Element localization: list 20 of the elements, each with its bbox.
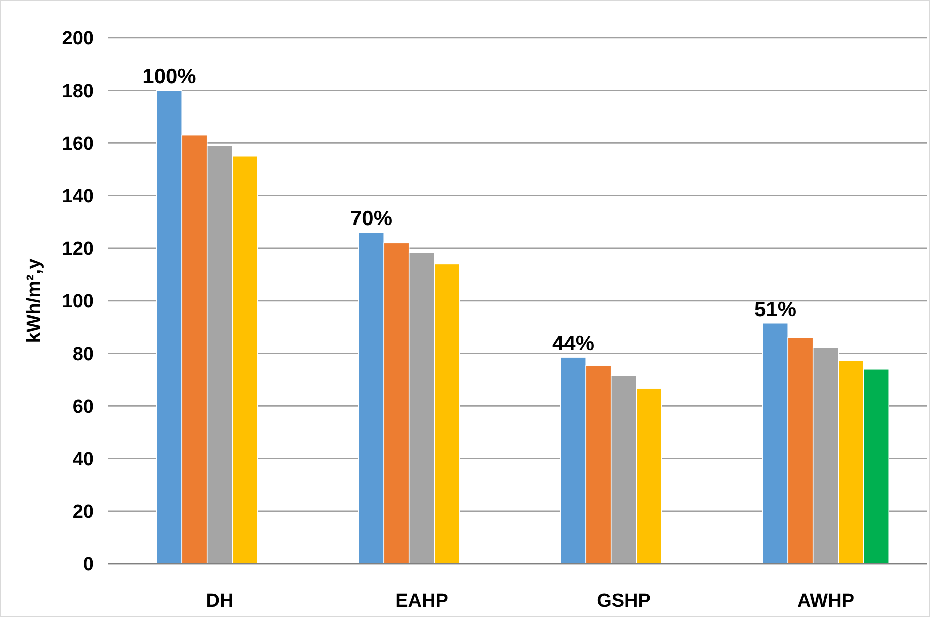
x-tick-label: EAHP (396, 591, 449, 612)
y-tick-label: 100 (62, 292, 94, 313)
y-tick-label: 140 (62, 186, 94, 208)
annotation: 44% (552, 332, 595, 356)
y-tick-label: 80 (72, 344, 94, 366)
annotation: 70% (350, 208, 393, 231)
annotation: 100% (142, 66, 197, 89)
x-tick-label: AWHP (798, 591, 855, 612)
y-axis-title: kWh/m²,y (24, 258, 45, 344)
annotation: 51% (754, 298, 797, 322)
x-tick-label: DH (206, 591, 234, 612)
y-tick-label: 40 (72, 449, 94, 470)
y-tick-label: 20 (72, 502, 94, 524)
x-tick-label: GSHP (597, 591, 652, 612)
y-tick-label: 160 (62, 134, 94, 155)
y-tick-label: 60 (72, 396, 94, 418)
y-tick-label: 200 (62, 28, 94, 50)
y-tick-label: 120 (62, 239, 94, 260)
y-tick-label: 180 (62, 81, 94, 102)
y-tick-label: 0 (83, 554, 94, 576)
